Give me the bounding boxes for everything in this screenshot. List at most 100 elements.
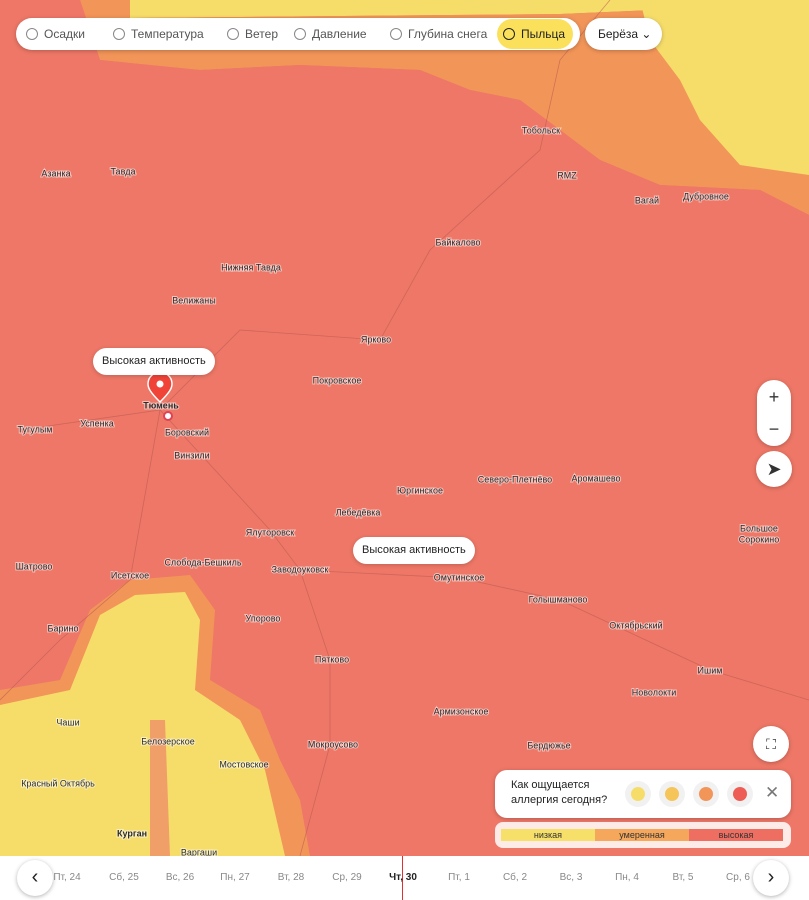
tab-label: Пыльца (521, 27, 566, 41)
tab-label: Ветер (245, 27, 278, 41)
tab-label: Давление (312, 27, 367, 41)
legend-segment: умеренная (595, 829, 689, 841)
place-label: Упорово (246, 613, 281, 623)
roads (0, 0, 809, 857)
day-label[interactable]: Вс, 26 (165, 872, 195, 883)
layer-tab[interactable]: Давление (294, 18, 367, 50)
layer-tab[interactable]: Ветер (227, 18, 278, 50)
location-pin-dot (156, 380, 164, 388)
tab-icon (503, 28, 515, 40)
place-label: Октябрьский (609, 620, 662, 630)
place-label: Тавда (110, 166, 135, 176)
place-label: Мостовское (219, 759, 268, 769)
tab-icon (113, 28, 125, 40)
zone-moderate (80, 0, 809, 215)
place-label: Покровское (313, 375, 362, 385)
legend-segment: низкая (501, 829, 595, 841)
place-label: Мокроусово (308, 739, 358, 749)
place-label: Новолокти (632, 687, 677, 697)
current-time-marker (402, 856, 403, 900)
fullscreen-button[interactable]: ⛶ (753, 726, 789, 762)
legend-segment: высокая (689, 829, 783, 841)
place-label: Дубровное (683, 191, 729, 201)
place-label: Тугулым (18, 424, 53, 434)
tab-icon (227, 28, 239, 40)
place-label: Большое (740, 523, 778, 533)
place-label: Ярково (361, 334, 391, 344)
place-label: Армизонское (434, 706, 489, 716)
layer-tab[interactable]: Осадки (26, 18, 85, 50)
day-label[interactable]: Пт, 1 (448, 872, 470, 883)
day-label[interactable]: Пн, 27 (220, 872, 250, 883)
tab-icon (390, 28, 402, 40)
zoom-control: + − (757, 380, 791, 446)
locate-button[interactable]: ➤ (756, 451, 792, 487)
feedback-card: Как ощущается аллергия сегодня? ✕ (495, 770, 791, 818)
place-label: Вагай (635, 195, 659, 205)
legend: низкая умеренная высокая (495, 822, 791, 848)
place-label: Юргинское (397, 485, 443, 495)
place-label: Голышманово (529, 594, 588, 604)
prev-button[interactable]: ‹ (17, 860, 53, 896)
close-button[interactable]: ✕ (765, 783, 780, 802)
place-label: Азанка (41, 168, 70, 178)
day-label[interactable]: Пн, 4 (615, 872, 639, 883)
face-good[interactable] (625, 781, 651, 807)
face-neutral[interactable] (659, 781, 685, 807)
face-bad[interactable] (693, 781, 719, 807)
day-label[interactable]: Вт, 28 (277, 872, 305, 883)
next-button[interactable]: › (753, 860, 789, 896)
timeline: ‹ › Пт, 24 Сб, 25 Вс, 26 Пн, 27 Вт, 28 Ср, 29… (0, 856, 809, 900)
place-label: Курган (117, 828, 147, 838)
place-label: Лебедёвка (336, 507, 381, 517)
place-label: Красный Октябрь (21, 778, 95, 788)
day-label[interactable]: Чт, 30 (389, 872, 417, 883)
day-label[interactable]: Вс, 3 (559, 872, 583, 883)
zoom-out[interactable]: − (768, 419, 780, 439)
day-label[interactable]: Ср, 6 (726, 872, 750, 883)
place-label: RMZ (557, 170, 577, 180)
zone-low (640, 0, 809, 175)
place-label: Исетское (111, 570, 149, 580)
zone-low (0, 592, 285, 856)
zoom-in[interactable]: + (768, 387, 780, 407)
place-label: Аромашево (571, 473, 620, 483)
place-label: Велижаны (172, 295, 215, 305)
place-label: Барино (48, 623, 79, 633)
place-label: Сорокино (739, 534, 779, 544)
day-label[interactable]: Сб, 25 (109, 872, 139, 883)
place-label: Бердюжье (527, 740, 570, 750)
place-label: Боровский (165, 427, 209, 437)
place-label: Байкалово (435, 237, 480, 247)
activity-label[interactable]: Высокая активность (353, 537, 475, 564)
day-label[interactable]: Ср, 29 (332, 872, 362, 883)
activity-label[interactable]: Высокая активность (93, 348, 215, 375)
day-label[interactable]: Пт, 24 (53, 872, 81, 883)
layer-tab[interactable]: Пыльца (497, 19, 574, 49)
layer-tab[interactable]: Глубина снега (390, 18, 487, 50)
day-label[interactable]: Сб, 2 (502, 872, 528, 883)
species-dropdown[interactable]: Берёза ⌄ (585, 18, 662, 50)
place-label: Слобода-Бешкиль (164, 557, 241, 567)
zone-high (150, 720, 170, 856)
tab-icon (26, 28, 38, 40)
place-label: Успенка (80, 418, 114, 428)
place-label: Варгаши (181, 847, 217, 857)
dropdown-label: Берёза (598, 27, 639, 41)
layer-tabs: Осадки Температура Ветер Давление Глубина сн… (16, 18, 580, 50)
place-label: Винзили (174, 450, 209, 460)
place-label: Ишим (698, 665, 723, 675)
place-label: Нижняя Тавда (221, 262, 281, 272)
current-location (163, 411, 173, 421)
zone-low (130, 0, 700, 18)
place-label: Тобольск (522, 125, 560, 135)
tab-icon (294, 28, 306, 40)
day-label[interactable]: Вт, 5 (672, 872, 694, 883)
place-label: Белозерское (141, 736, 194, 746)
layer-tab[interactable]: Температура (113, 18, 204, 50)
place-label: Заводоуковск (272, 564, 329, 574)
tab-label: Глубина снега (408, 27, 488, 41)
face-worst[interactable] (727, 781, 753, 807)
